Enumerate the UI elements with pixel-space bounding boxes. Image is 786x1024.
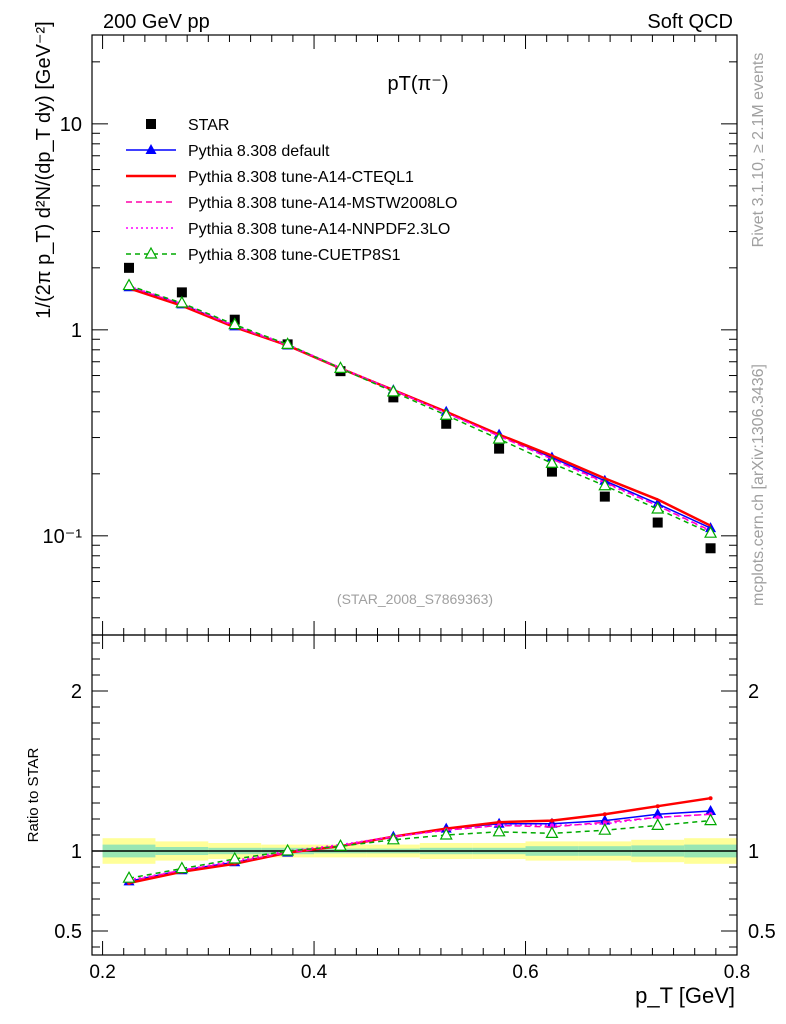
data-point <box>281 843 295 856</box>
header-left: 200 GeV pp <box>103 11 210 33</box>
data-point <box>545 456 559 468</box>
data-point <box>228 317 242 330</box>
ratio-y-tick-label: 0.5 <box>54 921 82 943</box>
data-point <box>652 517 663 528</box>
data-point <box>545 826 559 838</box>
ratio-series-line <box>128 813 711 883</box>
data-point <box>546 466 557 477</box>
legend: STAR Pythia 8.308 default Pythia 8.308 tun… <box>126 117 457 264</box>
series-line <box>128 286 711 529</box>
legend-label: Pythia 8.308 tune-A14-MSTW2008LO <box>188 195 457 212</box>
data-point <box>652 808 664 819</box>
data-point <box>439 407 453 420</box>
y-axis-label: 1/(2π p_T) d²N/(dp_T dy) [GeV⁻²] <box>33 21 55 318</box>
analysis-label: (STAR_2008_S7869363) <box>337 591 493 607</box>
data-point <box>598 478 612 491</box>
legend-label: Pythia 8.308 tune-A14-CTEQL1 <box>188 169 414 186</box>
data-point <box>599 491 610 502</box>
data-point <box>655 804 660 809</box>
ratio-series-line <box>128 796 711 885</box>
series-line <box>128 285 711 533</box>
ratio-y-axis-label: Ratio to STAR <box>25 747 42 842</box>
data-point <box>497 820 502 825</box>
ratio-plot-frame <box>91 634 738 956</box>
data-point <box>281 337 295 349</box>
data-point <box>546 817 558 828</box>
y-tick-label: 1 <box>71 320 82 342</box>
data-point <box>439 827 453 840</box>
legend-label: Pythia 8.308 tune-A14-NNPDF2.3LO <box>188 221 450 238</box>
data-point <box>145 144 157 154</box>
legend-label: Pythia 8.308 tune-CUETP8S1 <box>188 247 401 264</box>
data-point <box>651 818 665 830</box>
x-axis-label: p_T [GeV] <box>635 983 735 1008</box>
data-point <box>386 832 400 845</box>
x-tick-label: 0.6 <box>512 962 538 983</box>
mcplots-label: mcplots.cern.ch [arXiv:1306.3436] <box>750 364 767 606</box>
ratio-y-tick-label-right: 2 <box>748 681 759 703</box>
x-tick-label: 0.2 <box>89 962 115 983</box>
data-point <box>549 823 554 828</box>
data-point <box>176 287 187 298</box>
legend-label: Pythia 8.308 default <box>188 143 330 160</box>
rivet-label: Rivet 3.1.10, ≥ 2.1M events <box>750 53 767 248</box>
data-point <box>144 246 158 259</box>
data-point <box>386 384 400 397</box>
series-line <box>128 284 711 534</box>
ratio-y-tick-label: 1 <box>71 841 82 863</box>
data-point <box>705 543 716 554</box>
ratio-y-tick-label-right: 1 <box>748 841 759 863</box>
ratio-y-tick-label: 2 <box>71 681 82 703</box>
legend-label: STAR <box>188 117 229 134</box>
data-point <box>598 822 612 835</box>
data-point <box>175 295 189 308</box>
data-point <box>228 851 242 864</box>
data-point <box>655 815 660 820</box>
data-point <box>122 278 136 291</box>
data-point <box>651 501 665 514</box>
data-point <box>704 813 718 826</box>
data-point <box>333 361 347 373</box>
data-point <box>388 392 399 403</box>
ratio-series-line <box>128 819 711 879</box>
data-point <box>124 262 135 273</box>
data-point <box>602 812 607 817</box>
y-tick-label: 10⁻¹ <box>43 526 83 548</box>
x-tick-label: 0.8 <box>724 962 750 983</box>
chart-title: pT(π⁻) <box>387 73 448 95</box>
data-point <box>704 525 718 538</box>
data-point <box>333 838 347 851</box>
data-point <box>492 824 506 837</box>
series-line <box>128 285 711 532</box>
ratio-y-tick-label-right: 0.5 <box>748 921 776 943</box>
data-point <box>146 119 156 129</box>
data-point <box>494 443 505 454</box>
header-right: Soft QCD <box>647 11 733 33</box>
data-point <box>708 796 713 801</box>
data-point <box>705 805 717 815</box>
x-tick-label: 0.4 <box>301 962 328 983</box>
data-point <box>175 861 189 874</box>
data-point <box>122 870 136 883</box>
y-tick-label: 10 <box>60 114 82 136</box>
data-point <box>441 418 452 429</box>
data-point <box>549 818 554 823</box>
data-point <box>492 431 506 444</box>
